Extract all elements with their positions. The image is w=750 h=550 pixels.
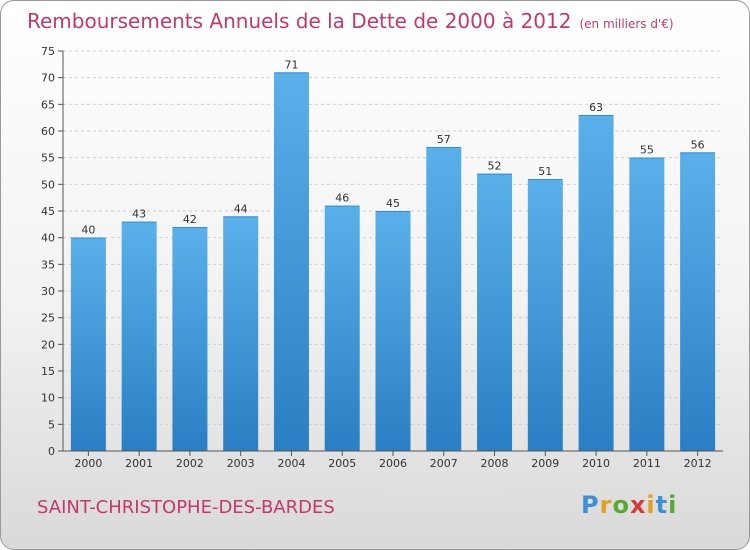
data-label: 63 [589,101,603,114]
y-tick-label: 20 [41,338,55,351]
data-label: 57 [437,133,451,146]
x-tick-label: 2003 [227,457,255,470]
bar [527,179,563,451]
logo-letter: t [655,491,669,519]
bar [426,147,462,451]
logo-letter: r [599,491,613,519]
y-tick-label: 40 [41,232,55,245]
data-label: 52 [488,160,502,173]
x-tick-label: 2008 [481,457,509,470]
x-tick-label: 2010 [582,457,610,470]
x-tick-label: 2009 [531,457,559,470]
y-tick-label: 5 [48,418,55,431]
y-tick-label: 55 [41,152,55,165]
data-labels: 40 43 42 44 71 46 45 57 52 51 63 55 56 [81,58,704,236]
bar [324,205,360,451]
data-label: 51 [538,165,552,178]
y-tick-label: 45 [41,205,55,218]
chart-unit: (en milliers d'€) [579,17,674,31]
bar [223,216,259,451]
x-tick-label: 2006 [379,457,407,470]
y-tick-label: 65 [41,98,55,111]
bar [273,72,309,451]
data-label: 43 [132,208,146,221]
bar [375,211,411,451]
x-tick-label: 2000 [74,457,102,470]
logo-letter: o [612,491,630,519]
data-label: 42 [183,213,197,226]
logo-letter: x [629,491,647,519]
y-axis-ticks: 0 5 10 15 20 25 30 35 40 45 50 55 60 65 70 75 [41,45,63,458]
bar [121,221,157,451]
x-tick-label: 2002 [176,457,204,470]
x-tick-label: 2007 [430,457,458,470]
y-tick-label: 10 [41,392,55,405]
data-label: 71 [284,58,298,71]
data-label: 56 [691,138,705,151]
y-tick-label: 15 [41,365,55,378]
bar [578,115,614,451]
bar [70,237,106,451]
y-tick-label: 75 [41,45,55,58]
data-label: 46 [335,192,349,205]
x-tick-label: 2005 [328,457,356,470]
x-axis-ticks: 2000 2001 2002 2003 2004 2005 2006 2007 2008 2009… [74,451,712,470]
y-tick-label: 60 [41,125,55,138]
logo-letter: i [668,491,678,519]
data-label: 44 [234,202,248,215]
bar [172,227,208,451]
x-tick-label: 2004 [277,457,305,470]
y-tick-label: 70 [41,72,55,85]
x-tick-label: 2001 [125,457,153,470]
data-label: 55 [640,144,654,157]
x-tick-label: 2011 [633,457,661,470]
x-tick-label: 2012 [684,457,712,470]
bar [629,157,665,451]
logo-letter: i [646,491,656,519]
y-tick-label: 30 [41,285,55,298]
chart-title: Remboursements Annuels de la Dette de 20… [27,9,674,33]
y-tick-label: 50 [41,178,55,191]
data-label: 45 [386,197,400,210]
bars [70,72,716,452]
data-label: 40 [81,224,95,237]
y-tick-label: 35 [41,258,55,271]
commune-name: SAINT-CHRISTOPHE-DES-BARDES [37,497,335,518]
bar [477,173,513,451]
y-tick-label: 0 [48,445,55,458]
logo-letter: P [581,491,600,519]
y-tick-label: 25 [41,312,55,325]
chart-title-text: Remboursements Annuels de la Dette de 20… [27,9,572,33]
proxiti-logo: Proxiti [581,491,677,519]
axes [62,51,723,452]
bar [680,152,716,452]
